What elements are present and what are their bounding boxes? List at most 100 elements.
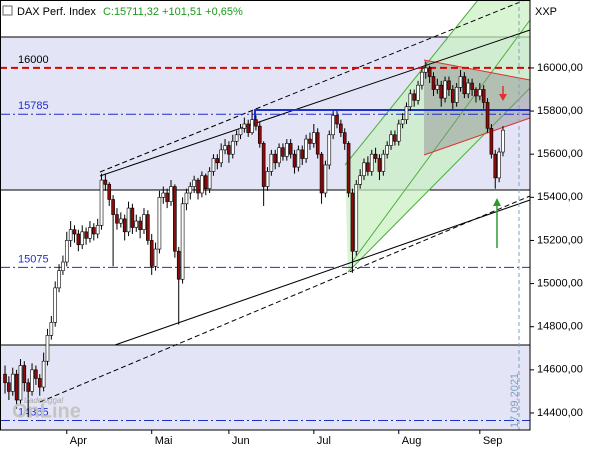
candle-body bbox=[385, 145, 389, 155]
candle-body bbox=[485, 102, 490, 129]
y-tick-label: 15800,00 bbox=[537, 105, 583, 117]
candle-body bbox=[119, 218, 123, 224]
candle-body bbox=[115, 214, 119, 224]
candle-body bbox=[196, 179, 200, 194]
candle-body bbox=[26, 382, 30, 392]
candle-body bbox=[234, 134, 239, 142]
y-tick-label: 16000,00 bbox=[537, 62, 583, 74]
candle-body bbox=[470, 82, 474, 90]
candle-body bbox=[242, 123, 247, 129]
candle-body bbox=[450, 89, 455, 103]
levels: 16000 15785 15075 14365 bbox=[0, 54, 530, 422]
candle-body bbox=[72, 229, 77, 235]
candle-body bbox=[285, 143, 289, 157]
candle-body bbox=[3, 373, 7, 384]
candle-body bbox=[169, 186, 173, 202]
candle-body bbox=[396, 123, 401, 142]
candle-body bbox=[288, 143, 293, 155]
green-channel-line bbox=[347, 87, 531, 273]
green-channel-line bbox=[351, 19, 531, 263]
candle-body bbox=[358, 175, 362, 185]
y-tick-label: 14600,00 bbox=[537, 364, 583, 376]
watermark: OnLine bbox=[12, 400, 81, 422]
axes: 14400,00 14600,00 14800,00 15000,00 15200,00… bbox=[66, 62, 583, 447]
candle-body bbox=[493, 153, 498, 179]
candle-body bbox=[111, 199, 115, 215]
candle-body bbox=[61, 261, 65, 271]
x-tick-label: Mai bbox=[155, 435, 173, 447]
candle-body bbox=[416, 84, 420, 101]
candle-body bbox=[362, 162, 366, 177]
y-tick-label: 15600,00 bbox=[537, 148, 583, 160]
x-tick-label: Sep bbox=[483, 435, 503, 447]
channel-line bbox=[99, 0, 526, 173]
candle-body bbox=[300, 149, 305, 159]
candle-body bbox=[95, 225, 100, 235]
candle-body bbox=[377, 158, 382, 172]
candle-body bbox=[22, 365, 27, 384]
candle-body bbox=[57, 270, 61, 289]
candle-body bbox=[427, 67, 432, 77]
candle-body bbox=[30, 369, 34, 392]
triangle-line bbox=[423, 59, 531, 81]
candle-body bbox=[373, 153, 378, 159]
candle-body bbox=[439, 84, 444, 99]
candle-body bbox=[230, 140, 235, 155]
candle-body bbox=[219, 149, 223, 164]
candle-body bbox=[200, 175, 204, 194]
candle-body bbox=[103, 179, 108, 185]
y-tick-label: 15000,00 bbox=[537, 277, 583, 289]
candle-body bbox=[323, 164, 328, 194]
candle-body bbox=[292, 153, 297, 168]
candle-body bbox=[254, 119, 258, 127]
candle-body bbox=[176, 250, 181, 280]
candle-body bbox=[315, 132, 320, 155]
candle-body bbox=[215, 158, 220, 164]
candle-body bbox=[273, 153, 278, 164]
candle-body bbox=[350, 192, 355, 252]
candle-body bbox=[257, 125, 262, 144]
candle-body bbox=[454, 87, 459, 103]
candle-body bbox=[281, 147, 285, 157]
candle-body bbox=[393, 134, 397, 142]
candle-body bbox=[304, 138, 308, 159]
candle-body bbox=[45, 335, 50, 362]
candle-body bbox=[207, 171, 212, 189]
candles bbox=[3, 61, 505, 418]
overlay: 17.09.2021 tradesignal OnLine bbox=[12, 0, 521, 430]
candle-body bbox=[404, 106, 409, 120]
candle-body bbox=[269, 153, 274, 172]
candle-body bbox=[64, 240, 69, 263]
candle-body bbox=[37, 378, 42, 388]
subtitle: C:15711,32 +101,51 +0,65% bbox=[103, 6, 243, 18]
candle-body bbox=[250, 119, 254, 133]
candle-body bbox=[369, 153, 374, 172]
candle-body bbox=[92, 227, 96, 235]
lower-zone bbox=[0, 345, 530, 430]
candle-body bbox=[153, 248, 158, 267]
candle-body bbox=[184, 192, 189, 205]
watermark: tradesignal bbox=[24, 396, 63, 405]
channel-line bbox=[39, 195, 531, 403]
candle-body bbox=[80, 231, 85, 246]
candle-body bbox=[346, 143, 351, 194]
y-tick-label: 14800,00 bbox=[537, 321, 583, 333]
candle-body bbox=[335, 115, 339, 125]
candle-body bbox=[122, 218, 127, 233]
candle-body bbox=[447, 80, 451, 90]
candle-body bbox=[192, 179, 196, 187]
candle-body bbox=[7, 382, 11, 392]
candle-body bbox=[10, 373, 15, 392]
candle-body bbox=[88, 227, 92, 239]
candle-body bbox=[327, 134, 332, 166]
candle-body bbox=[173, 186, 177, 252]
candle-body bbox=[423, 67, 428, 73]
candle-body bbox=[126, 207, 131, 233]
candle-body bbox=[458, 76, 463, 88]
x-tick-label: Jun bbox=[232, 435, 250, 447]
candle-body bbox=[180, 203, 185, 280]
candle-body bbox=[381, 153, 386, 172]
